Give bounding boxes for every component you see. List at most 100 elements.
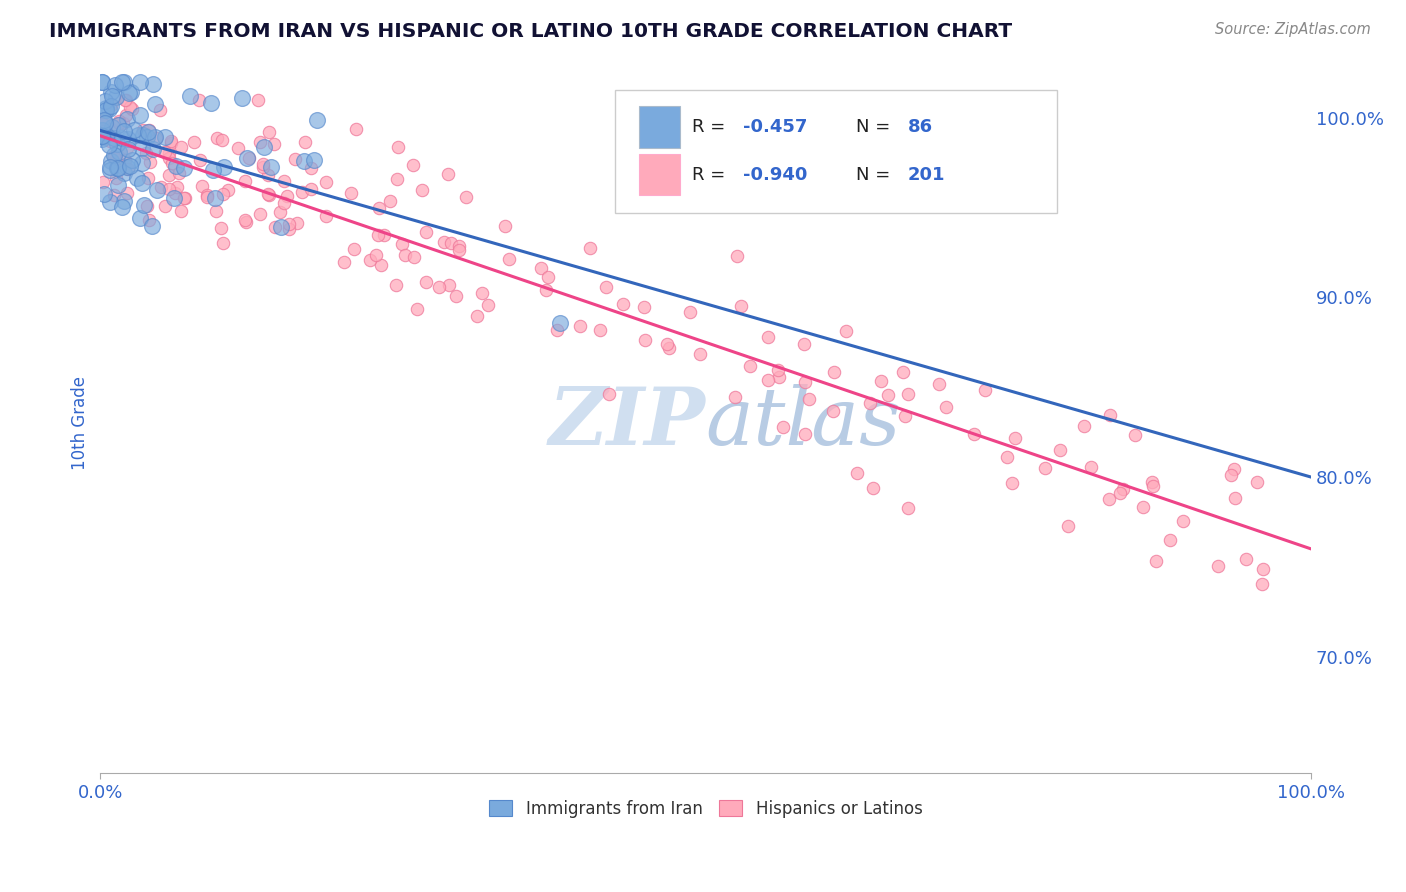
Point [1057, 519, 1080, 533]
Point [90, 128, 112, 143]
Point [127, 170, 149, 185]
Point [112, 124, 135, 138]
Point [738, 359, 761, 373]
Point [1250, 576, 1272, 591]
Point [136, 125, 159, 139]
Point [173, 161, 195, 176]
Point [191, 179, 214, 194]
Point [859, 396, 882, 410]
Point [1112, 482, 1135, 496]
Point [111, 75, 134, 89]
Point [163, 191, 186, 205]
Point [276, 189, 298, 203]
Point [449, 239, 471, 253]
Point [145, 130, 167, 145]
Point [1225, 491, 1247, 506]
Point [1132, 500, 1154, 514]
Point [257, 125, 280, 139]
Point [1206, 558, 1229, 573]
Point [415, 226, 437, 240]
Point [257, 187, 280, 202]
Point [100, 98, 122, 112]
Point [132, 128, 155, 142]
Point [537, 270, 560, 285]
Point [233, 174, 256, 188]
Point [1144, 554, 1167, 568]
Point [1220, 468, 1243, 483]
Point [157, 182, 180, 196]
Point [1159, 533, 1181, 547]
Point [100, 88, 122, 103]
Point [201, 163, 224, 178]
Point [291, 185, 314, 199]
Point [387, 140, 409, 154]
Point [364, 248, 387, 262]
Point [454, 190, 477, 204]
Point [127, 128, 149, 143]
Point [794, 427, 817, 442]
Point [893, 409, 915, 424]
Point [249, 135, 271, 149]
Point [122, 123, 145, 137]
Point [315, 210, 337, 224]
FancyBboxPatch shape [640, 154, 681, 195]
Point [498, 252, 520, 266]
Point [212, 236, 235, 251]
Point [1080, 459, 1102, 474]
Point [100, 122, 122, 136]
Point [111, 200, 134, 214]
Point [107, 136, 129, 151]
Point [115, 93, 138, 107]
Point [211, 132, 233, 146]
Point [249, 207, 271, 221]
Point [131, 177, 153, 191]
Point [260, 161, 283, 175]
Point [1098, 491, 1121, 506]
Point [256, 168, 278, 182]
Point [107, 116, 129, 130]
Point [1049, 443, 1071, 458]
Point [90, 129, 112, 144]
Text: Source: ZipAtlas.com: Source: ZipAtlas.com [1215, 22, 1371, 37]
Point [100, 153, 122, 168]
Point [104, 78, 127, 93]
Point [440, 236, 463, 251]
Point [101, 120, 124, 135]
Point [427, 280, 450, 294]
Point [90, 132, 112, 146]
Point [100, 85, 122, 99]
Point [1223, 462, 1246, 476]
Point [1251, 562, 1274, 576]
Point [315, 174, 337, 188]
Point [183, 135, 205, 149]
Point [373, 227, 395, 242]
Point [93, 186, 115, 201]
Point [302, 153, 325, 168]
Point [845, 466, 868, 480]
Point [935, 400, 957, 414]
Point [238, 151, 260, 165]
Point [103, 148, 125, 162]
Point [204, 191, 226, 205]
Point [143, 130, 166, 145]
Point [91, 122, 114, 136]
Point [103, 149, 125, 163]
Point [195, 188, 218, 202]
Point [433, 235, 456, 249]
Text: 86: 86 [908, 118, 934, 136]
Point [129, 108, 152, 122]
Point [190, 153, 212, 167]
Point [111, 116, 134, 130]
Point [94, 94, 117, 108]
Point [963, 426, 986, 441]
Point [278, 222, 301, 236]
Point [634, 333, 657, 347]
Point [402, 250, 425, 264]
Text: IMMIGRANTS FROM IRAN VS HISPANIC OR LATINO 10TH GRADE CORRELATION CHART: IMMIGRANTS FROM IRAN VS HISPANIC OR LATI… [49, 22, 1012, 41]
Point [471, 285, 494, 300]
Point [117, 142, 139, 156]
FancyBboxPatch shape [640, 106, 681, 147]
Point [405, 302, 427, 317]
Point [129, 75, 152, 89]
Point [107, 178, 129, 192]
